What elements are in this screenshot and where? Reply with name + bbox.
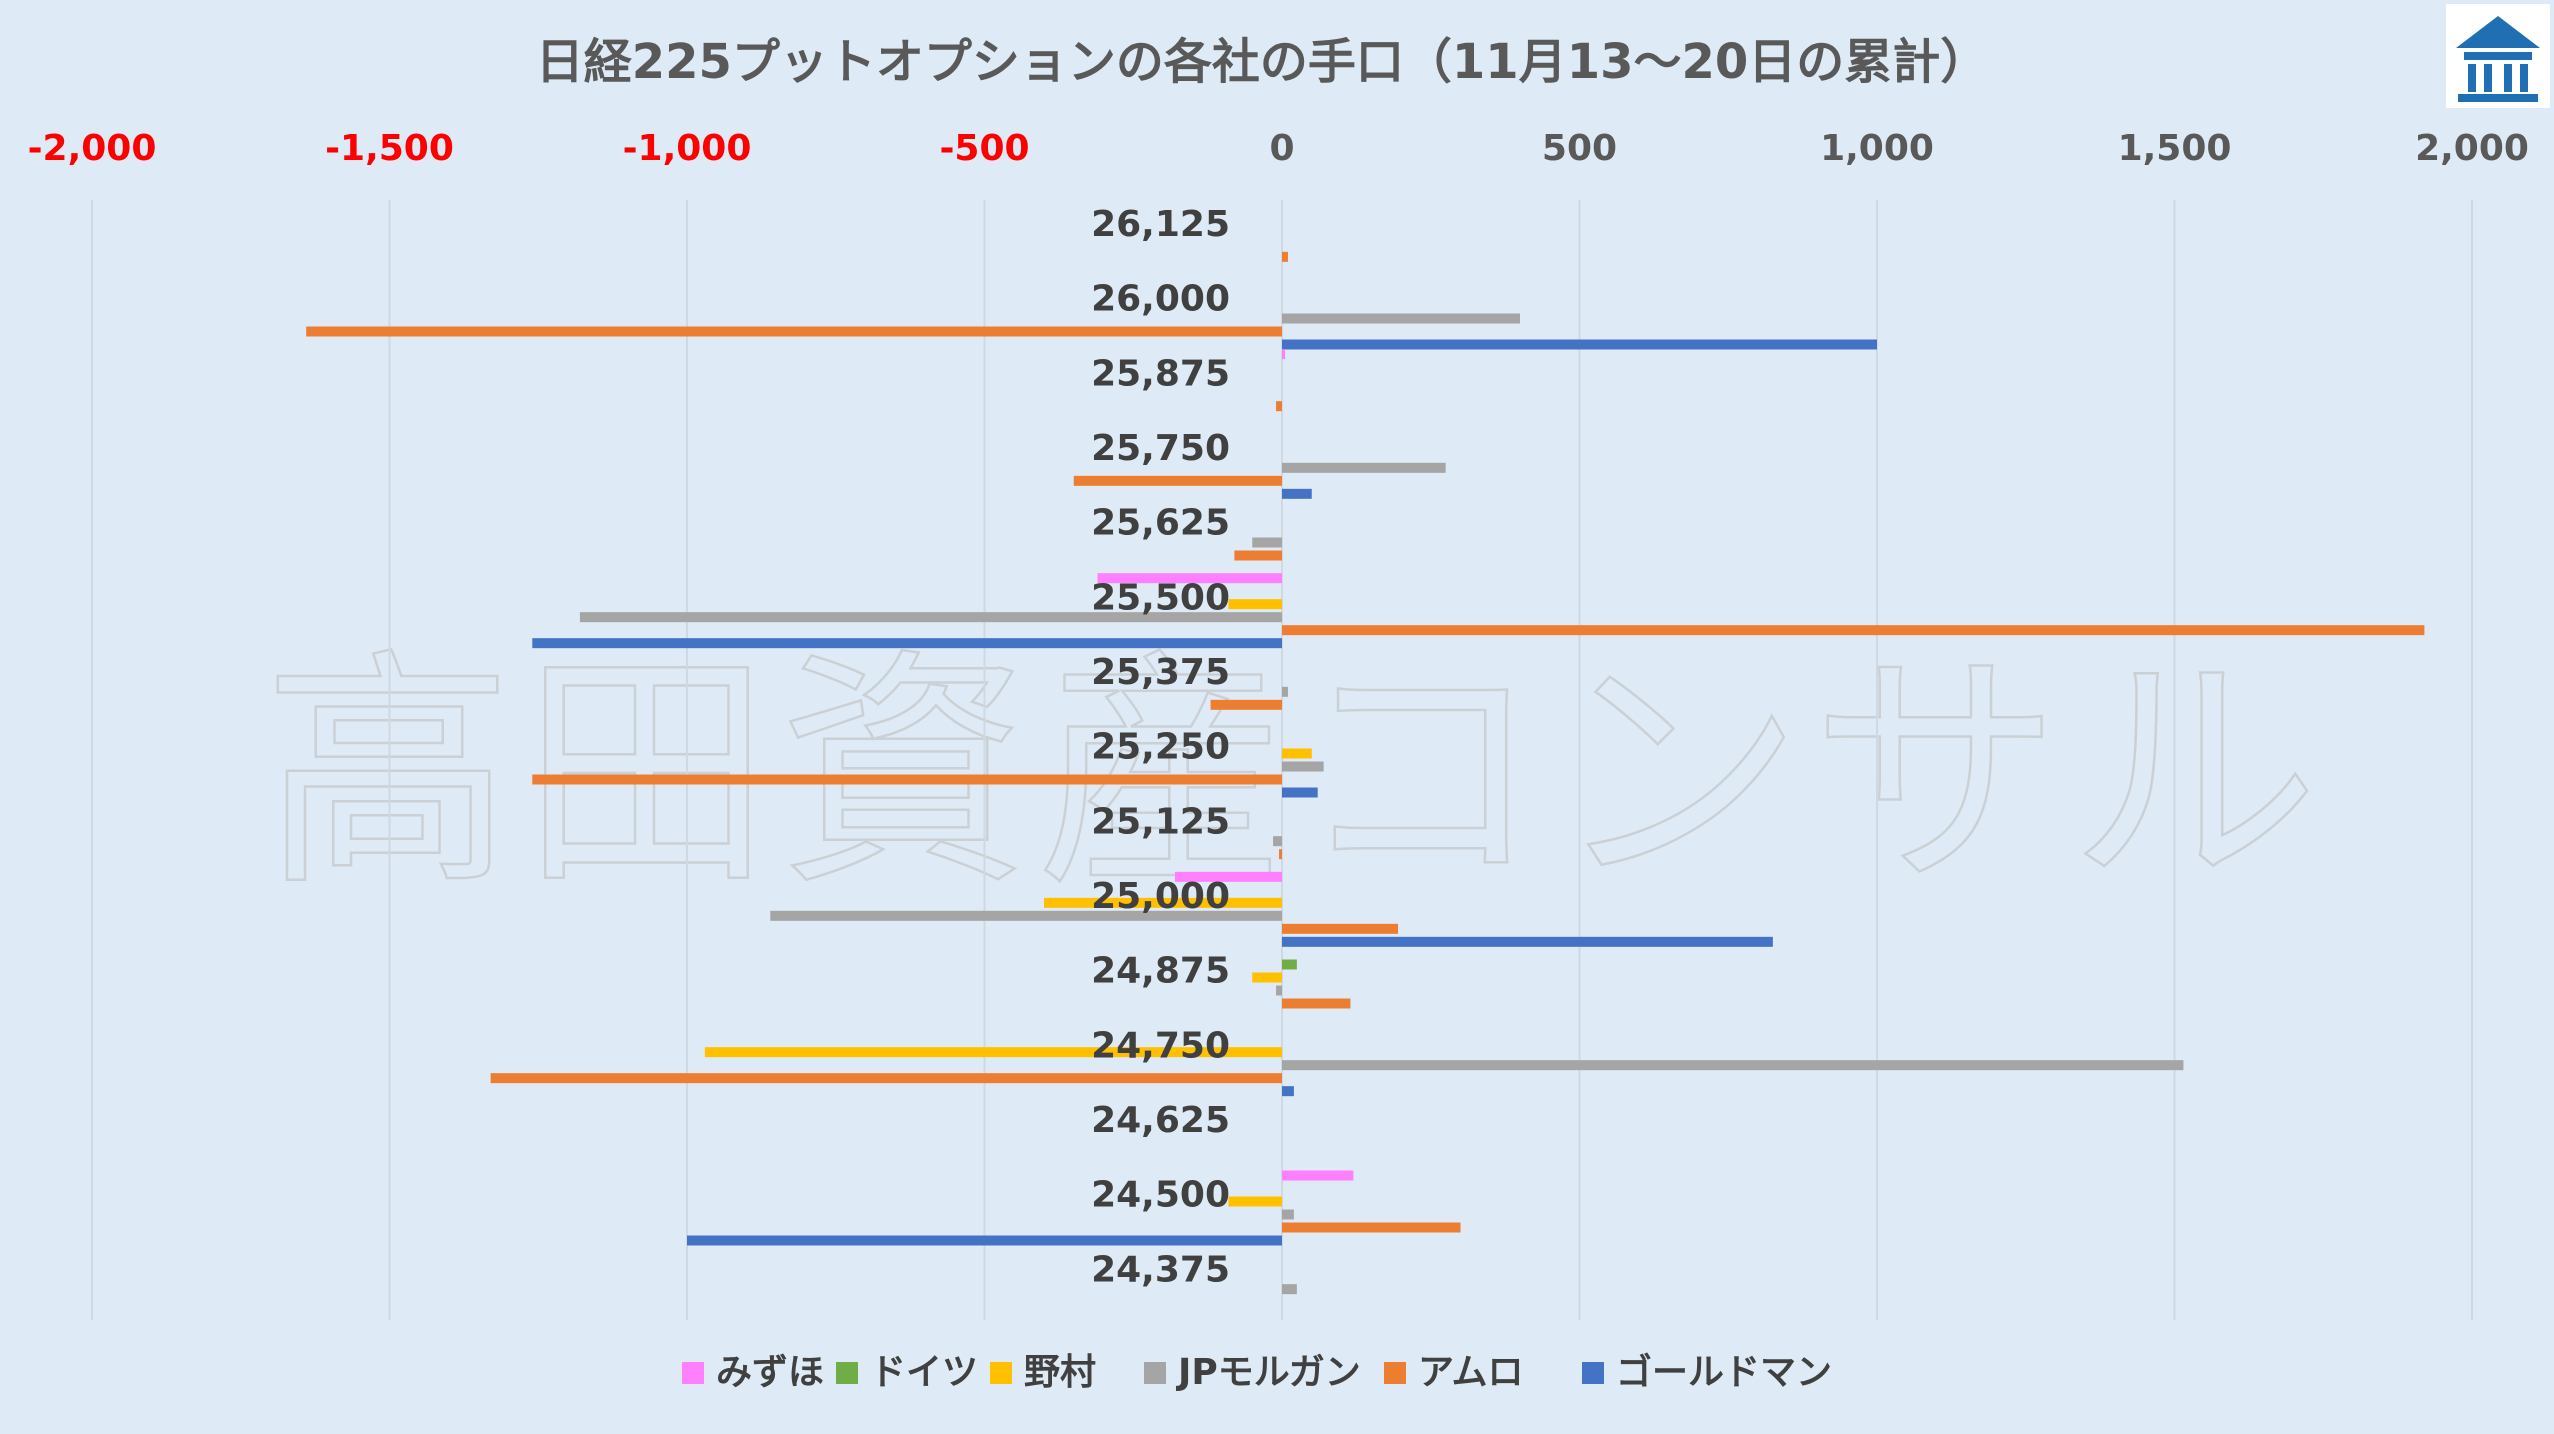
bars [306,251,2425,1295]
bar [1252,972,1282,983]
y-tick-label: 25,125 [1091,801,1230,842]
legend-label: アムロ [1418,1352,1523,1393]
bar [1282,1284,1297,1295]
bar [1282,1209,1294,1220]
bar [1276,401,1282,412]
y-tick-label: 24,375 [1091,1249,1230,1290]
bar [770,910,1282,921]
bar [1282,251,1288,262]
x-tick-label: 500 [1542,128,1617,169]
y-tick-label: 26,125 [1091,204,1230,245]
legend-swatch [1144,1362,1166,1384]
chart-title: 日経225プットオプションの各社の手口（11月13〜20日の累計） [536,34,1989,90]
x-tick-label: -1,500 [325,128,454,169]
bar [1282,1060,2184,1071]
y-tick-label: 25,625 [1091,503,1230,544]
legend-swatch [1582,1362,1604,1384]
bar [1097,573,1282,584]
x-tick-label: 1,000 [1820,128,1934,169]
legend-swatch [836,1362,858,1384]
y-tick-label: 24,750 [1091,1025,1230,1066]
legend-label: 野村 [1024,1352,1096,1393]
bar [532,774,1282,785]
bar [306,326,1282,337]
y-tick-label: 24,500 [1091,1175,1230,1216]
legend-label: ドイツ [870,1352,978,1393]
bar [1282,339,1877,350]
bar [1228,599,1282,610]
legend-swatch [682,1362,704,1384]
y-tick-label: 24,875 [1091,951,1230,992]
bar [1282,748,1312,759]
x-tick-label: -500 [939,128,1029,169]
y-tick-label: 25,000 [1091,876,1230,917]
bar [1282,1086,1294,1097]
bar [1282,998,1351,1009]
y-tick-label: 25,875 [1091,353,1230,394]
legend-label: JPモルガン [1175,1352,1361,1393]
bar [1273,836,1282,847]
bar [1210,699,1282,710]
bar [1282,488,1312,499]
bar [532,638,1282,649]
legend-swatch [990,1362,1012,1384]
bar [1174,871,1282,882]
legend-swatch [1384,1362,1406,1384]
bar [1282,936,1773,947]
gridlines [91,200,2473,1320]
bar [1282,787,1318,798]
x-tick-label: -1,000 [623,128,752,169]
y-tick-label: 25,750 [1091,428,1230,469]
x-tick-label: -2,000 [28,128,157,169]
bar [1282,313,1520,324]
bar [1252,537,1282,548]
y-tick-label: 25,375 [1091,652,1230,693]
y-tick-label: 24,625 [1091,1100,1230,1141]
bar [1282,761,1324,772]
x-tick-label: 0 [1269,128,1294,169]
bar [1282,686,1288,697]
legend-label: ゴールドマン [1616,1351,1832,1393]
watermark-text: 高田資産コンサル [263,628,2327,919]
bar [1282,923,1399,934]
building-logo-icon [2446,4,2550,108]
bar [1279,849,1282,860]
bar [1282,959,1297,970]
bar [1276,985,1282,996]
bar [1073,475,1282,486]
bar [1044,897,1282,908]
bar [687,1235,1282,1246]
bar [1282,1170,1354,1181]
bar [490,1073,1282,1084]
bar [1282,1222,1461,1233]
x-axis-tick-labels: -2,000 -1,500 -1,000 -500 0 500 1,000 1,500 2,00… [28,128,2529,169]
bar [1282,625,2425,636]
y-tick-label: 25,500 [1091,577,1230,618]
bar [579,612,1282,623]
bar [704,1047,1282,1058]
y-axis-tick-labels: 26,125 26,000 25,875 25,750 25,625 25,500 25,3… [1091,204,1230,1290]
x-tick-label: 1,500 [2118,128,2232,169]
bar [1282,462,1446,473]
legend: みずほ ドイツ 野村 JPモルガン アムロ ゴールドマン [682,1351,1832,1393]
x-tick-label: 2,000 [2415,128,2529,169]
bar [1228,1196,1282,1207]
y-tick-label: 25,250 [1091,727,1230,768]
bar [1282,349,1285,360]
y-tick-label: 26,000 [1091,279,1230,320]
bar [1234,550,1282,561]
legend-label: みずほ [716,1352,824,1393]
